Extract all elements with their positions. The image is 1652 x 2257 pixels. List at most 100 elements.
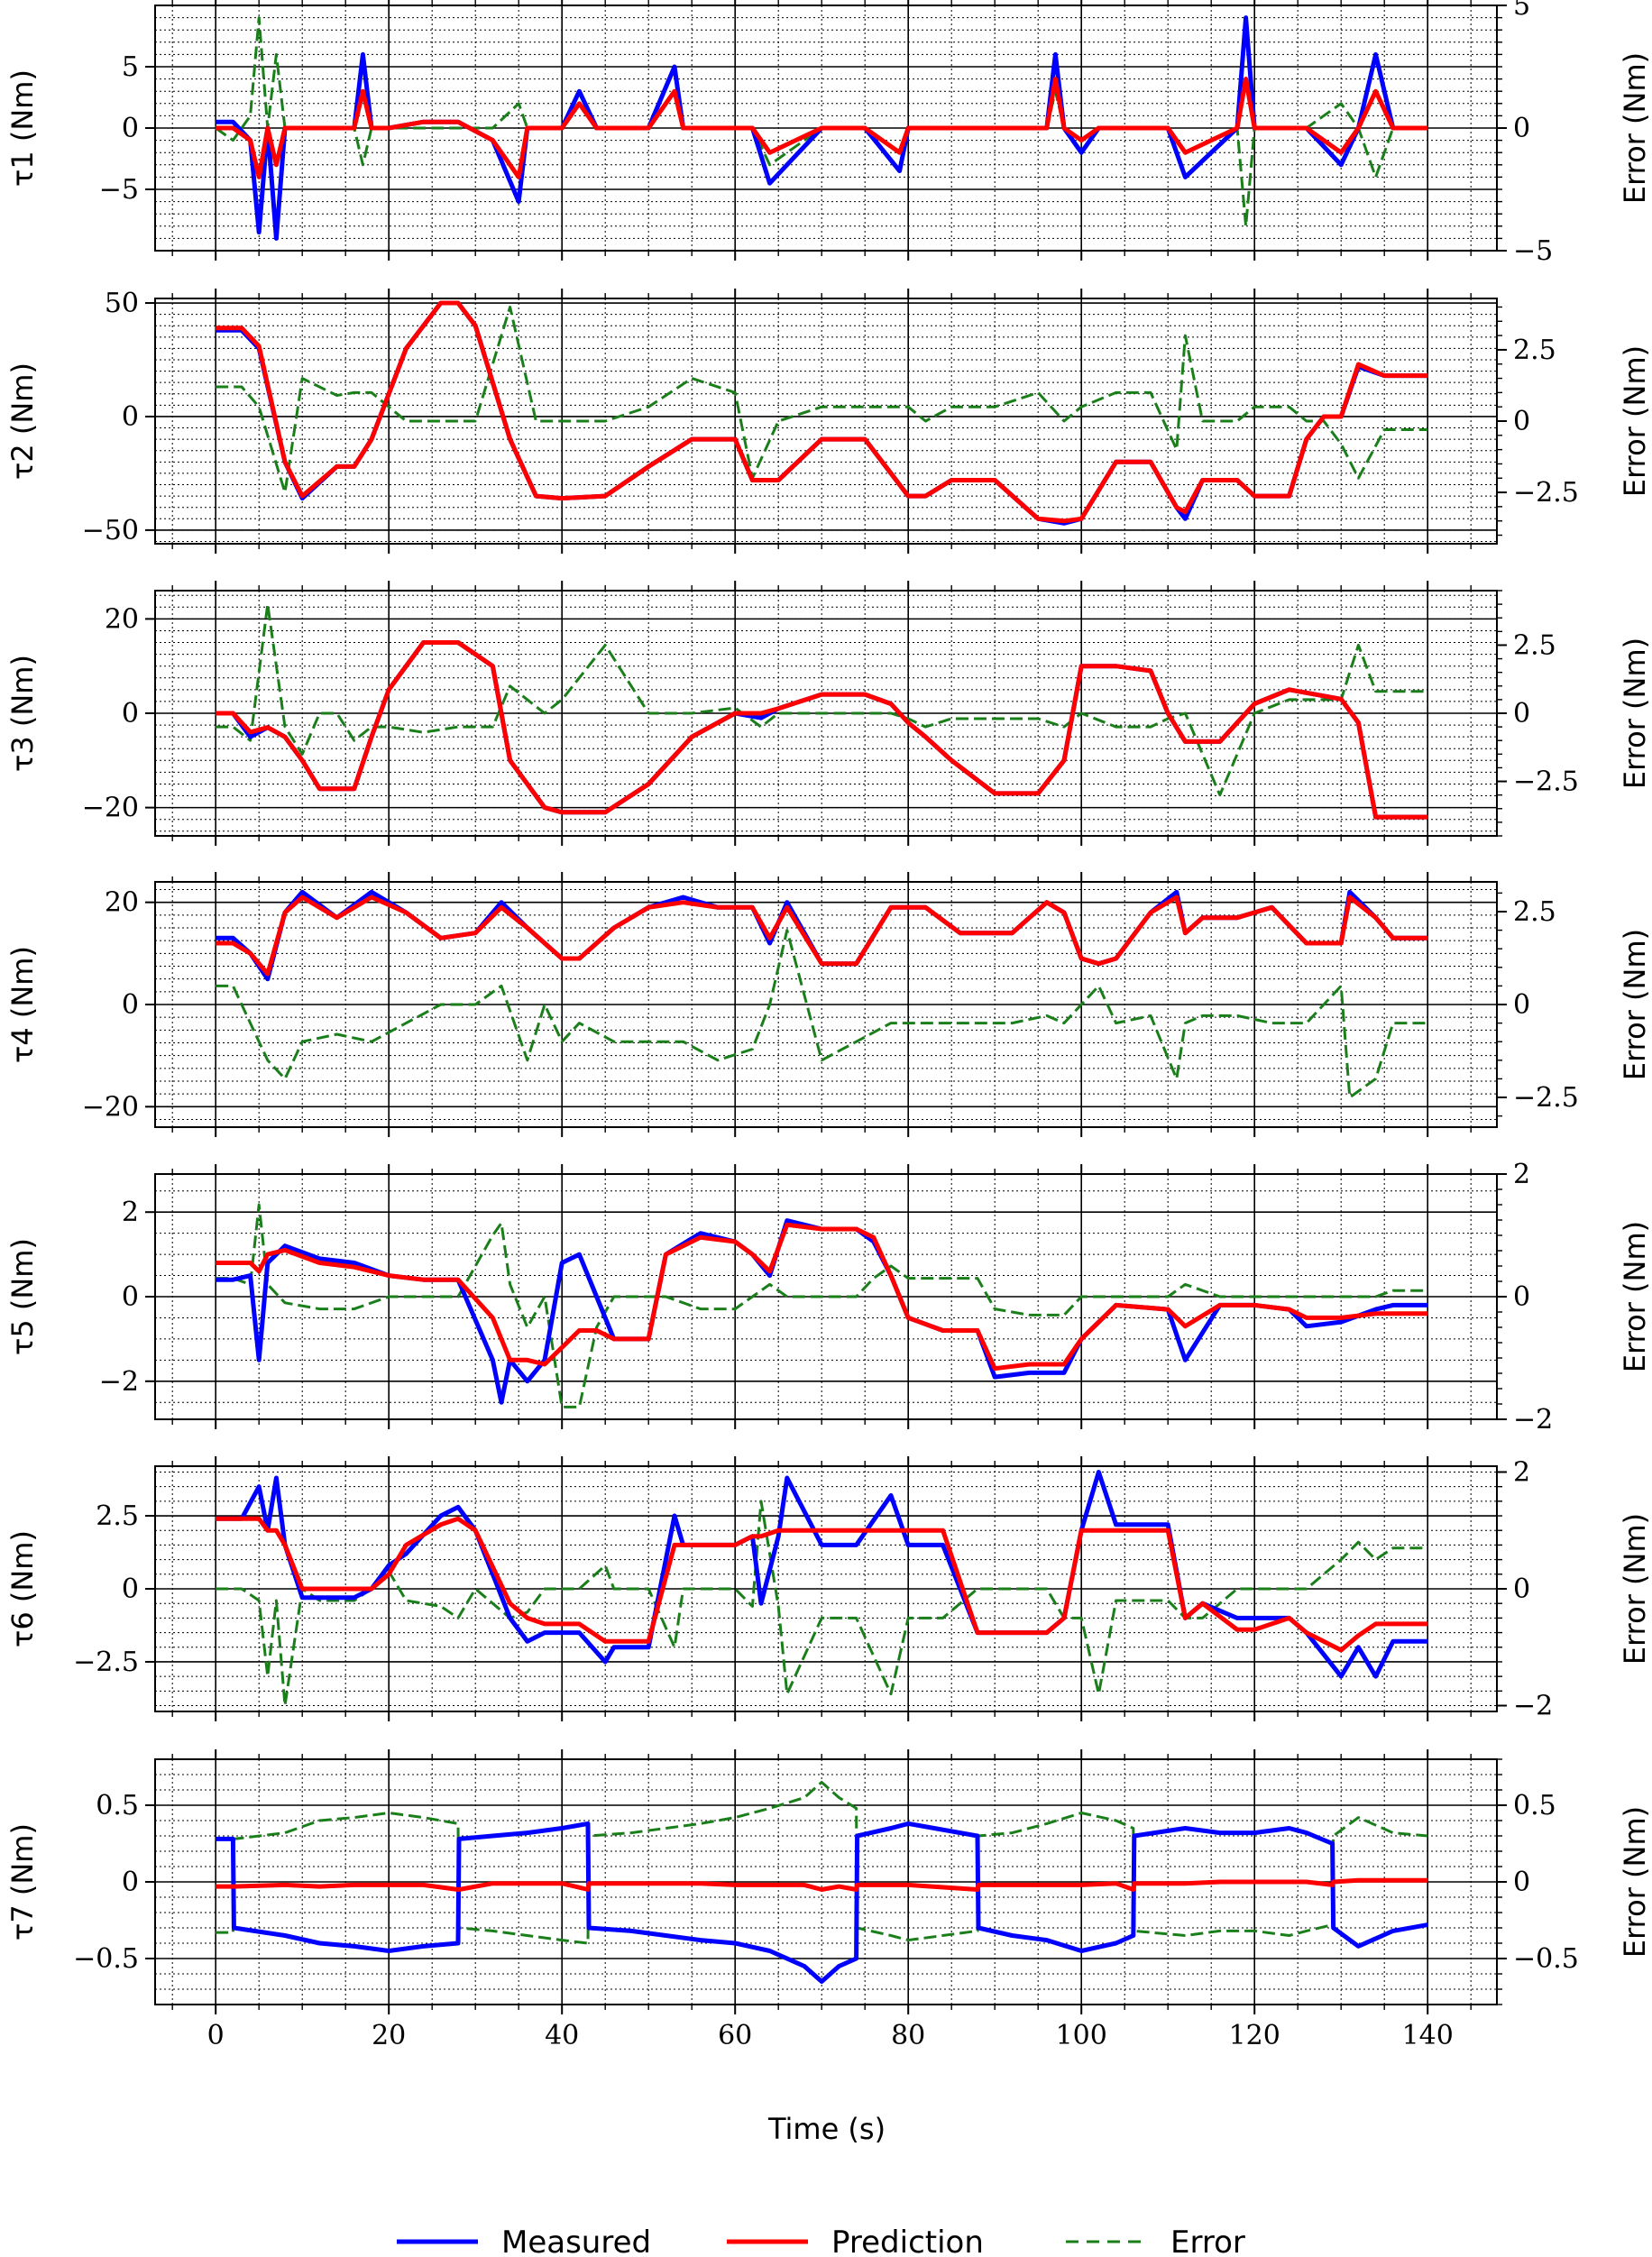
- y2-tick-label: 2.5: [1513, 896, 1556, 928]
- x-ticks: [171, 581, 1472, 846]
- y-tick-label: 0: [122, 113, 139, 144]
- y2-tick-label: −2.5: [1513, 766, 1579, 798]
- subplot-7: −0.5 0 0.5 −0.5 0 0.5 τ7 (Nm) Error (Nm) 0 20 40 60…: [5, 1749, 1652, 2051]
- y-tick-label: 0: [122, 1573, 139, 1605]
- y-tick-label: 0: [122, 1867, 139, 1898]
- y-tick-label: −50: [82, 515, 139, 546]
- measured-line: [216, 1821, 1428, 1984]
- x-ticks: [171, 0, 1472, 261]
- x-ticks: [171, 289, 1472, 554]
- y2-axis-label: Error (Nm): [1618, 1221, 1652, 1372]
- subplot-6: −2.5 0 2.5 −2 0 2 τ6 (Nm) Error (Nm): [5, 1456, 1652, 1722]
- left-y-ticks: −20 0 20: [82, 887, 155, 1123]
- y-tick-label: 20: [105, 603, 139, 635]
- series-lines: [215, 15, 1428, 241]
- prediction-line: [216, 1222, 1428, 1372]
- legend: Measured Prediction Error: [397, 2225, 1245, 2257]
- y-tick-label: 0: [122, 989, 139, 1021]
- minor-grid: [155, 1466, 1497, 1711]
- x-tick-label: 80: [891, 2020, 925, 2051]
- y2-tick-label: −2: [1513, 1404, 1553, 1436]
- y-axis-label: τ7 (Nm): [5, 1823, 40, 1940]
- y-tick-label: −5: [99, 174, 139, 206]
- y-axis-label: τ3 (Nm): [5, 655, 40, 772]
- series-lines: [216, 1470, 1428, 1707]
- right-y-ticks: −2.5 0 2.5: [1497, 892, 1579, 1117]
- y-tick-label: 0: [122, 1281, 139, 1313]
- y2-tick-label: 0: [1513, 1867, 1530, 1898]
- y2-tick-label: −0.5: [1513, 1943, 1579, 1975]
- y-tick-label: 2: [122, 1197, 139, 1228]
- x-ticks: [171, 872, 1472, 1137]
- y2-tick-label: −2.5: [1513, 1082, 1579, 1114]
- series-lines: [216, 602, 1428, 820]
- right-y-ticks: −0.5 0 0.5: [1497, 1758, 1579, 2005]
- series-lines: [216, 1781, 1428, 1984]
- x-tick-label: 120: [1229, 2020, 1280, 2051]
- y2-tick-label: −5: [1513, 235, 1553, 267]
- legend-measured-label: Measured: [501, 2225, 651, 2257]
- y-tick-label: 5: [122, 51, 139, 83]
- right-y-ticks: −2 0 2: [1497, 1159, 1553, 1436]
- right-y-ticks: −2 0 2: [1497, 1456, 1553, 1722]
- y-tick-label: −20: [82, 793, 139, 824]
- y-tick-label: 50: [105, 288, 139, 319]
- x-tick-label: 100: [1056, 2020, 1107, 2051]
- left-y-ticks: −0.5 0 0.5: [73, 1790, 155, 1975]
- x-ticks: [171, 1749, 1472, 2014]
- y-axis-label: τ6 (Nm): [5, 1530, 40, 1647]
- x-tick-label: 60: [718, 2020, 752, 2051]
- x-ticks: [171, 1164, 1472, 1429]
- right-y-ticks: −2.5 0 2.5: [1497, 590, 1579, 837]
- y-tick-label: −2: [99, 1366, 139, 1398]
- error-line: [216, 1203, 1428, 1408]
- prediction-line: [216, 640, 1428, 820]
- y-tick-label: 20: [105, 887, 139, 919]
- y2-axis-label: Error (Nm): [1618, 1513, 1652, 1665]
- left-y-ticks: −5 0 5: [99, 51, 155, 206]
- y-axis-label: τ2 (Nm): [5, 362, 40, 480]
- x-ticks: [171, 1456, 1472, 1721]
- y2-tick-label: 0: [1513, 406, 1530, 437]
- y-tick-label: −20: [82, 1091, 139, 1123]
- right-y-ticks: −2.5 0 2.5: [1497, 306, 1579, 537]
- prediction-line: [216, 300, 1428, 524]
- y-axis-label: τ1 (Nm): [5, 69, 40, 187]
- legend-prediction-label: Prediction: [831, 2225, 984, 2257]
- subplot-3: −20 0 20 −2.5 0 2.5 τ3 (Nm) Error (Nm): [5, 581, 1652, 846]
- x-tick-label: 40: [545, 2020, 579, 2051]
- y2-tick-label: 0: [1513, 989, 1530, 1021]
- x-tick-label: 0: [207, 2020, 225, 2051]
- prediction-line: [216, 1877, 1428, 1892]
- y2-tick-label: 0: [1513, 113, 1530, 144]
- left-y-ticks: −50 0 50: [82, 288, 155, 546]
- subplot-2: −50 0 50 −2.5 0 2.5 τ2 (Nm) Error (Nm): [5, 288, 1652, 554]
- x-tick-label: 140: [1402, 2020, 1454, 2051]
- prediction-line: [216, 895, 1428, 977]
- series-lines: [216, 1203, 1428, 1408]
- y-tick-label: 0: [122, 698, 139, 729]
- y2-tick-label: −2: [1513, 1691, 1553, 1722]
- y-tick-label: −2.5: [73, 1647, 139, 1678]
- x-axis-label: Time (s): [767, 2112, 886, 2146]
- minor-grid: [155, 882, 1497, 1127]
- error-line: [216, 1781, 1428, 1945]
- y-tick-label: −0.5: [73, 1943, 139, 1975]
- plot-frame: [154, 298, 1498, 545]
- subplot-5: −2 0 2 −2 0 2 τ5 (Nm) Error (Nm): [5, 1159, 1652, 1436]
- y2-tick-label: 0.5: [1513, 1790, 1556, 1821]
- y-axis-label: τ5 (Nm): [5, 1238, 40, 1355]
- prediction-line: [216, 1516, 1428, 1653]
- error-line: [216, 306, 1428, 494]
- y-tick-label: 0: [122, 401, 139, 433]
- y2-tick-label: 2: [1513, 1159, 1530, 1190]
- y2-axis-label: Error (Nm): [1618, 929, 1652, 1080]
- subplot-4: −20 0 20 −2.5 0 2.5 τ4 (Nm) Error (Nm): [5, 872, 1652, 1137]
- error-line: [216, 602, 1428, 797]
- x-tick-labels: 0 20 40 60 80 100 120 140: [207, 2020, 1454, 2051]
- legend-error-label: Error: [1170, 2225, 1245, 2257]
- x-tick-label: 20: [372, 2020, 406, 2051]
- y2-tick-label: 2.5: [1513, 335, 1556, 366]
- right-y-ticks: −5 0 5: [1497, 0, 1553, 267]
